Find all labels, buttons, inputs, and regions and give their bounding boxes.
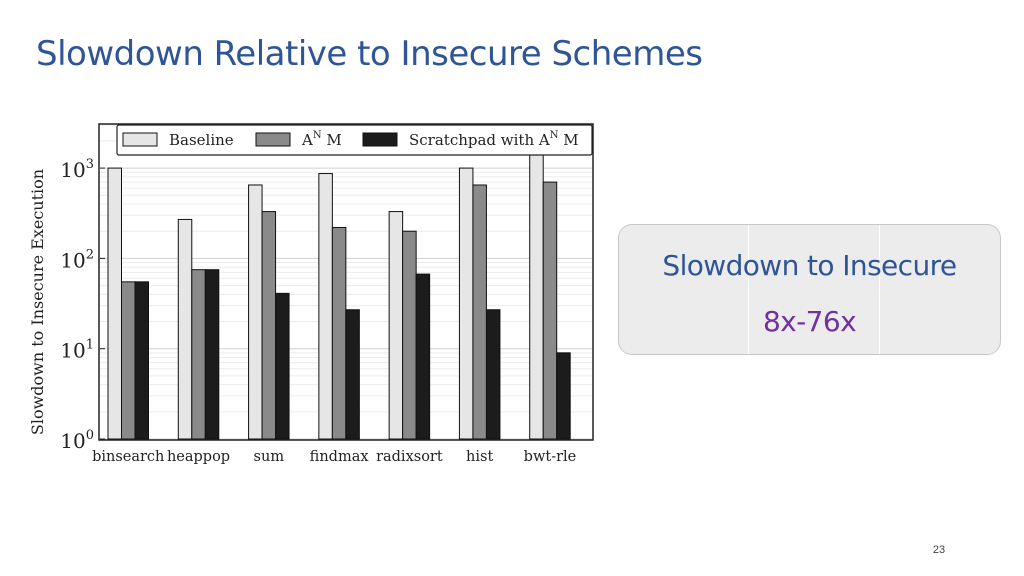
legend-label: Baseline [169,131,234,149]
x-tick-label: radixsort [376,449,443,465]
x-ticks: binsearch heappop sum findmax radixsort hist b… [92,449,576,465]
bar [331,226,347,440]
bar [261,211,277,440]
callout-divider [879,225,880,354]
bar [542,181,558,440]
legend-swatch [255,132,291,147]
bar-chart: 100 101 102 103 binsearch heappop sum findmax r… [20,118,600,470]
bar [485,309,501,440]
bar [345,309,360,440]
y-tick-label: 102 [60,247,94,272]
bar [204,269,220,440]
bar [121,281,136,440]
bar [402,230,417,440]
chart-bars [107,138,571,440]
callout-heading: Slowdown to Insecure [662,249,957,282]
chart-legend: Baseline AN M Scratchpad with AN M [116,124,593,156]
bar [472,184,487,440]
x-tick-label: hist [466,449,493,465]
bar [388,211,404,440]
bar [458,167,474,440]
callout-divider [748,225,749,354]
y-tick-label: 100 [60,428,94,453]
legend-label: AN M [301,130,342,149]
bar [248,184,263,440]
y-tick-label: 103 [60,157,94,182]
x-tick-label: findmax [310,449,369,465]
bar [134,281,149,440]
legend-label: Scratchpad with AN M [409,130,579,149]
callout-value: 8x-76x [762,305,857,338]
page-number: 23 [932,544,946,556]
x-tick-label: binsearch [92,449,164,465]
y-tick-label: 101 [60,338,94,363]
legend-box [116,124,593,156]
slide-title: Slowdown Relative to Insecure Schemes [36,34,703,74]
bar [529,138,544,440]
y-axis-label: Slowdown to Insecure Execution [28,169,47,435]
bar [177,218,193,440]
callout-box: Slowdown to Insecure 8x-76x [618,224,1001,355]
x-tick-label: sum [254,449,285,465]
bar [415,273,431,440]
bar [107,167,122,440]
y-ticks: 100 101 102 103 [60,157,105,453]
x-tick-label: heappop [167,449,230,465]
chart-svg: 100 101 102 103 binsearch heappop sum findmax r… [28,123,594,465]
bar [191,269,206,440]
bar [318,173,333,440]
bar [556,352,571,440]
bar [275,292,290,440]
chart-frame [98,123,594,441]
legend-swatch [122,132,158,147]
legend-swatch [362,132,398,147]
x-tick-label: bwt-rle [524,449,577,465]
